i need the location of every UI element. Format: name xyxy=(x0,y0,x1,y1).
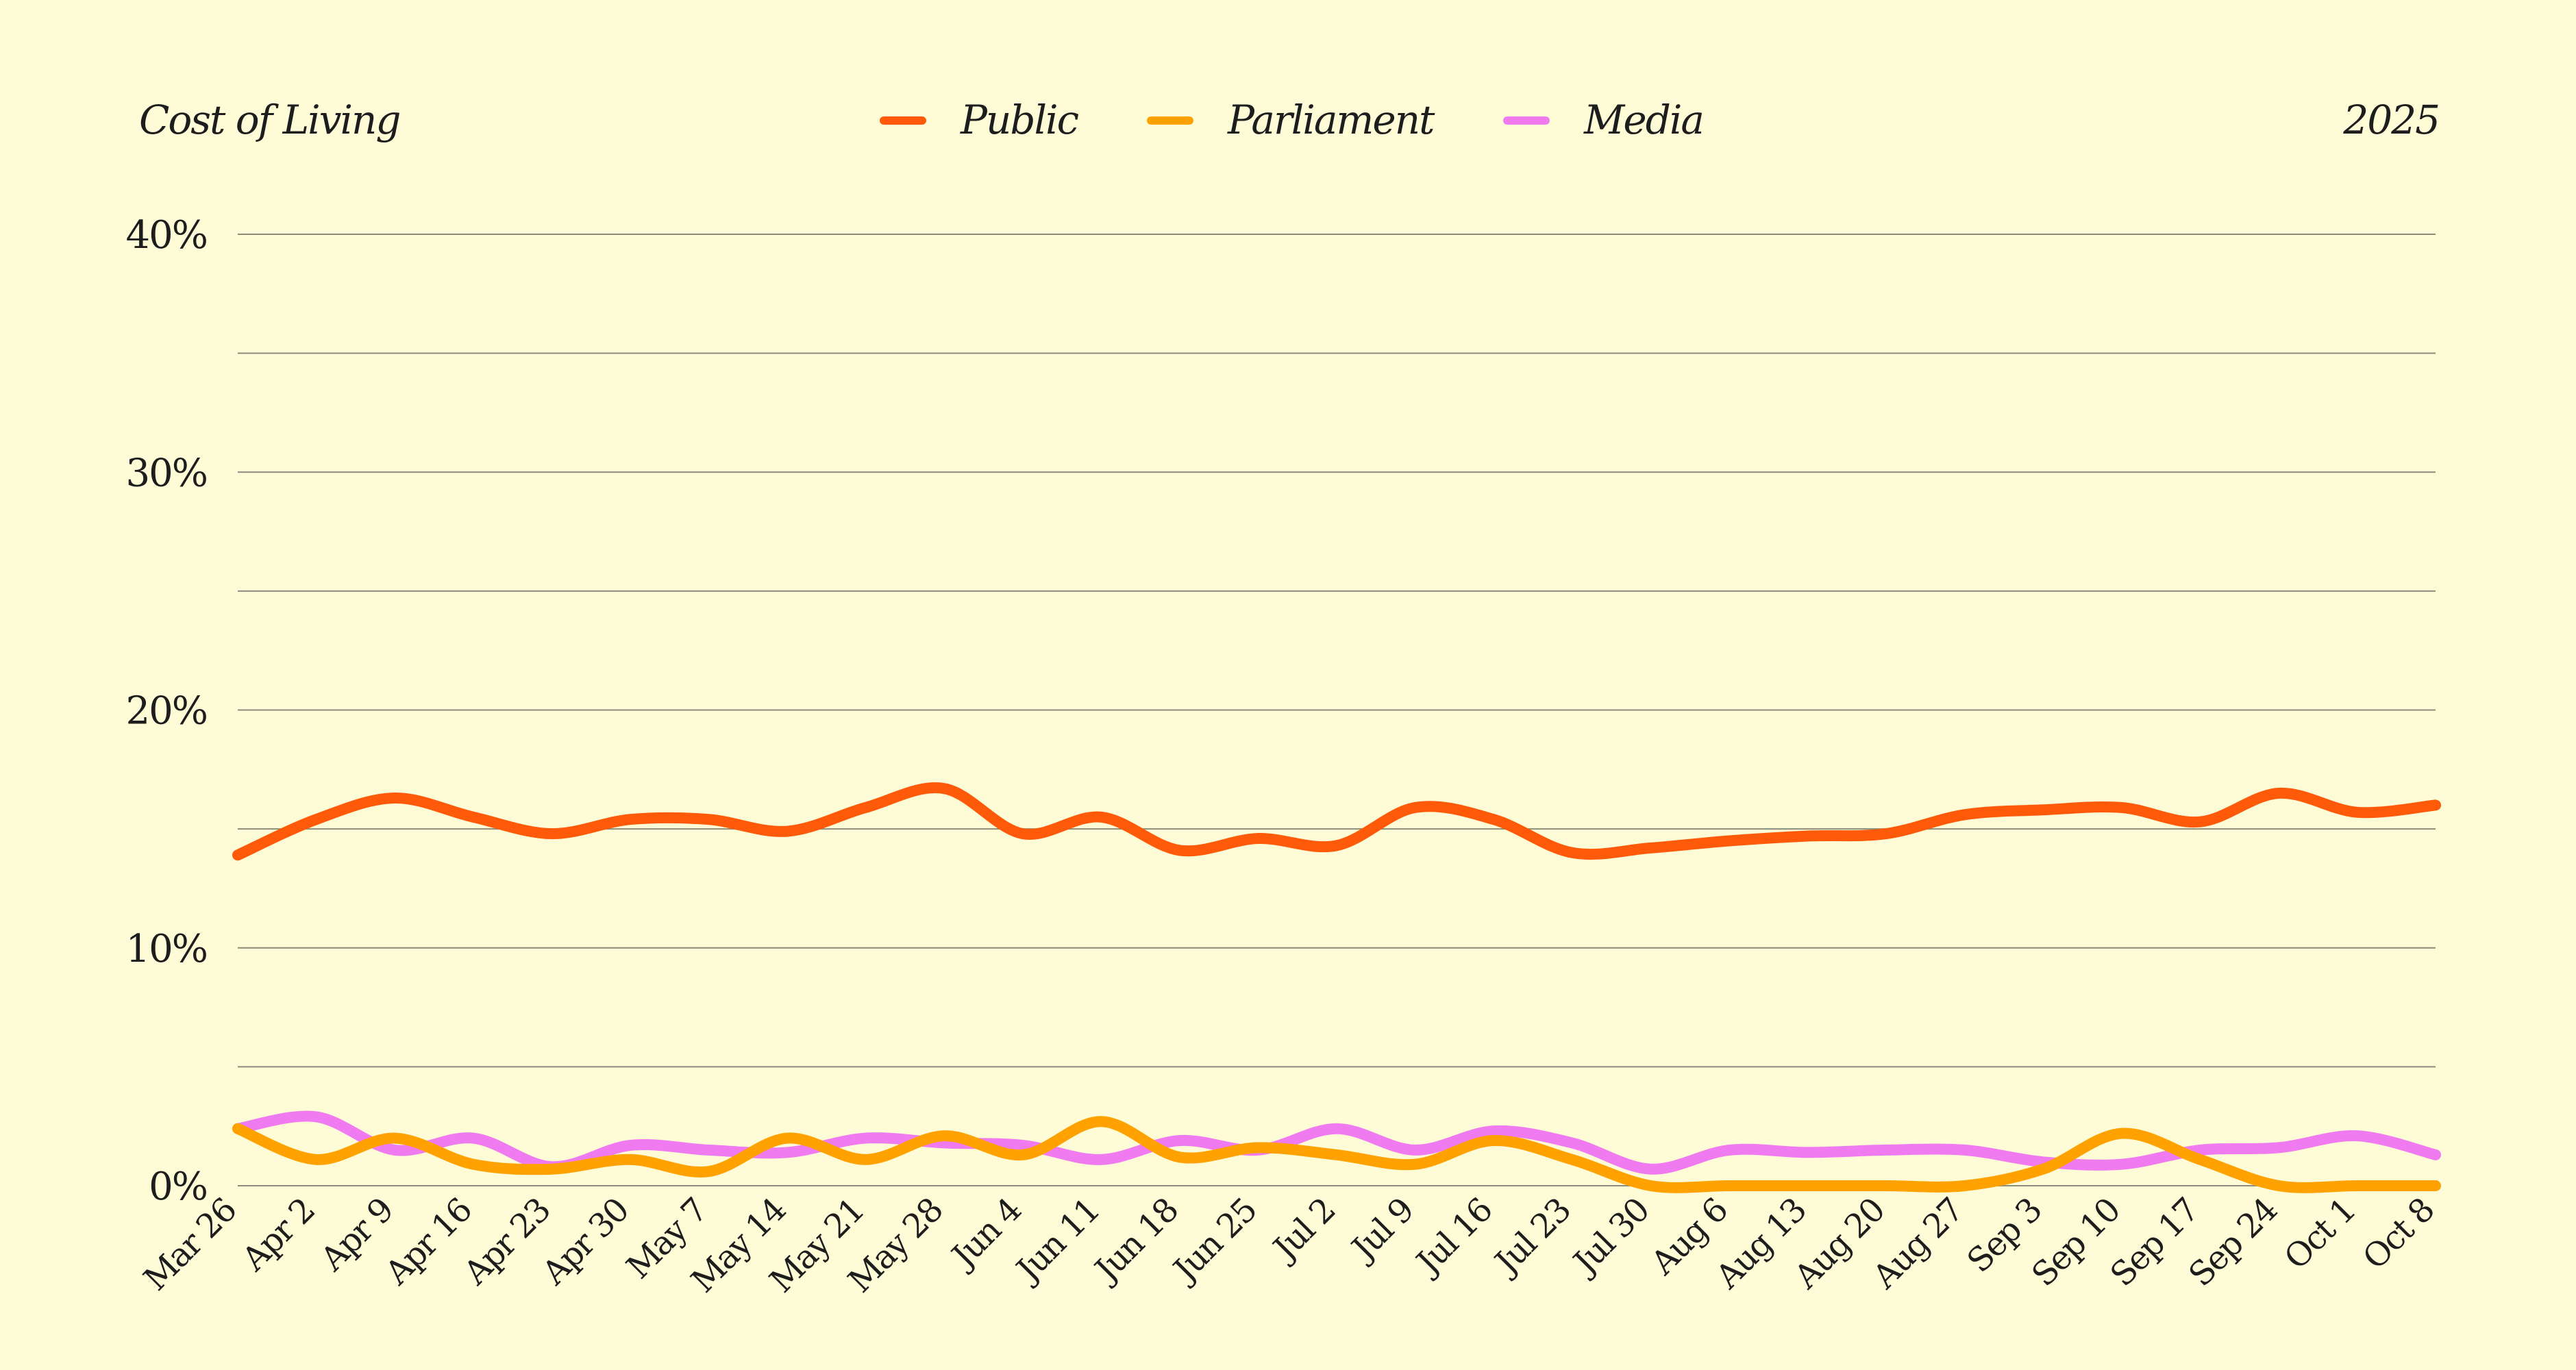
legend: Public Parliament Media xyxy=(880,97,1705,143)
y-tick-label: 0% xyxy=(149,1164,207,1209)
grid xyxy=(238,234,2436,1186)
y-tick-label: 40% xyxy=(126,213,207,258)
legend-label-parliament: Parliament xyxy=(1227,97,1435,143)
chart-title: Cost of Living xyxy=(139,97,400,143)
y-axis: 0% 10% 20% 30% 40% xyxy=(126,213,208,1209)
series-line-public xyxy=(232,782,2441,861)
legend-label-media: Media xyxy=(1583,97,1703,143)
y-tick-label: 20% xyxy=(126,689,207,734)
series-line-parliament xyxy=(232,1116,2441,1193)
legend-label-public: Public xyxy=(960,97,1079,143)
chart-year: 2025 xyxy=(2342,97,2439,143)
y-tick-label: 30% xyxy=(126,451,207,495)
series-lines xyxy=(232,782,2441,1193)
y-tick-label: 10% xyxy=(126,927,207,971)
